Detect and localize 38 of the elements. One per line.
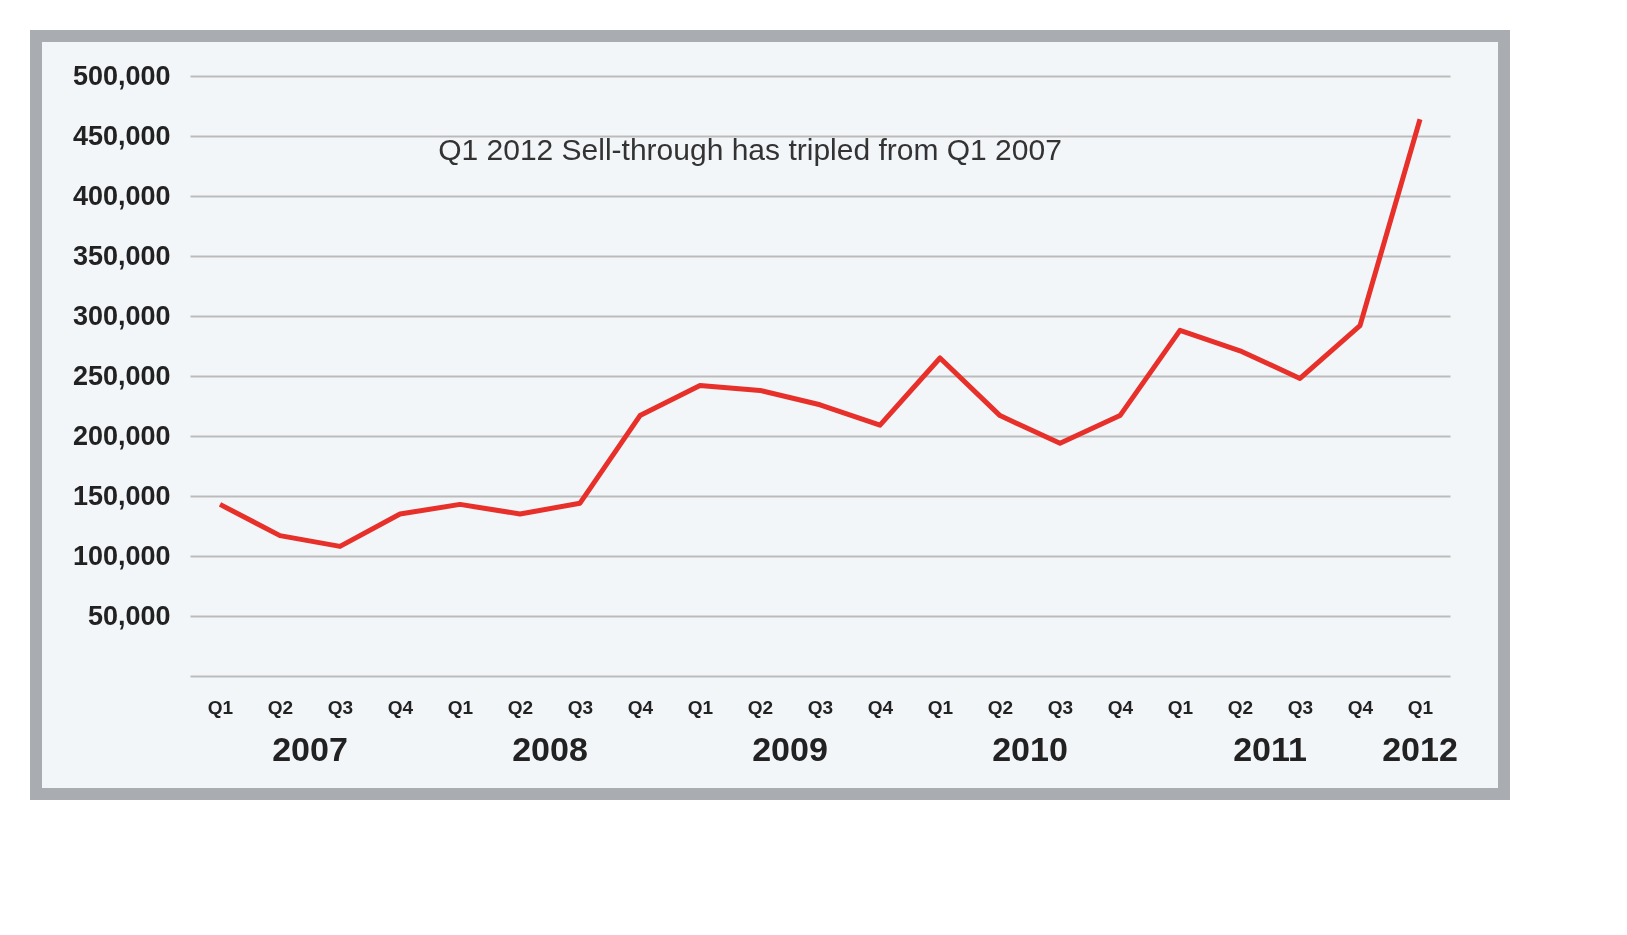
x-tick-label: Q3 <box>1047 696 1074 718</box>
y-tick-label: 450,000 <box>72 120 171 151</box>
x-tick-label: Q4 <box>627 696 654 718</box>
y-tick-label: 100,000 <box>72 540 171 571</box>
text: 2011 <box>1233 730 1307 768</box>
x-tick-label: Q1 <box>1407 696 1434 718</box>
x-tick-label: Q1 <box>1167 696 1194 718</box>
text: 2009 <box>752 730 828 768</box>
x-tick-label: Q3 <box>1287 696 1314 718</box>
y-tick-label: 500,000 <box>72 60 171 91</box>
y-tick-label: 150,000 <box>72 480 171 511</box>
annotation: Q1 2012 Sell-through has tripled from Q1 2007 <box>438 133 1062 166</box>
x-tick-label: Q1 <box>447 696 474 718</box>
x-tick-label: Q2 <box>267 696 294 718</box>
text: 2008 <box>512 730 588 768</box>
y-tick-label: 200,000 <box>72 420 171 451</box>
x-tick-label: Q2 <box>747 696 774 718</box>
x-tick-label: Q4 <box>387 696 414 718</box>
x-tick-label: Q4 <box>1107 696 1134 718</box>
x-tick-label: Q3 <box>327 696 354 718</box>
x-tick-label: Q2 <box>507 696 534 718</box>
x-tick-label: Q3 <box>567 696 594 718</box>
x-tick-label: Q1 <box>207 696 234 718</box>
x-tick-label: Q1 <box>927 696 954 718</box>
x-tick-label: Q3 <box>807 696 834 718</box>
text: 2007 <box>272 730 348 768</box>
text: 2010 <box>992 730 1068 768</box>
y-tick-label: 400,000 <box>72 180 171 211</box>
x-tick-label: Q2 <box>1227 696 1254 718</box>
y-tick-label: 300,000 <box>72 300 171 331</box>
x-tick-label: Q2 <box>987 696 1014 718</box>
x-tick-label: Q4 <box>1347 696 1374 718</box>
y-tick-label: 50,000 <box>87 600 171 631</box>
x-tick-label: Q4 <box>867 696 894 718</box>
y-tick-label: 350,000 <box>72 240 171 271</box>
y-tick-label: 250,000 <box>72 360 171 391</box>
x-tick-label: Q1 <box>687 696 714 718</box>
text: 2012 <box>1382 730 1458 768</box>
